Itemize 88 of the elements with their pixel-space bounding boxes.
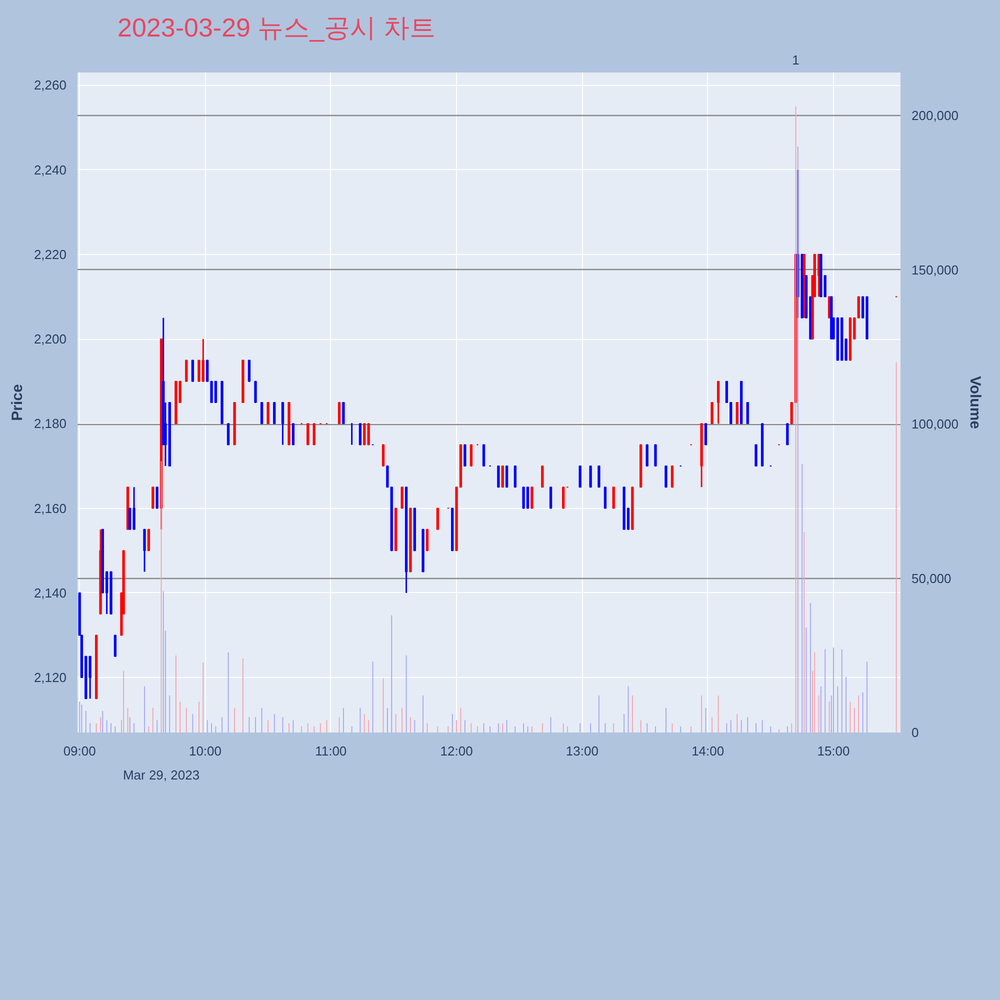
candlestick [716, 380, 720, 424]
y2-axis-title: Volume [966, 376, 984, 430]
candlestick [312, 423, 316, 446]
candlestick [549, 486, 552, 509]
candlestick [501, 465, 504, 488]
x-tick-label: 10:00 [188, 744, 222, 758]
candlestick [497, 465, 500, 488]
x-tick-label: 15:00 [817, 744, 850, 758]
candlestick [464, 444, 466, 466]
candlestick [436, 508, 440, 530]
candlestick [598, 465, 600, 488]
candlestick [147, 528, 150, 552]
candlestick [612, 486, 615, 509]
candlestick [342, 402, 345, 424]
candlestick [646, 444, 648, 466]
candlestick [114, 634, 117, 657]
candlestick [156, 486, 158, 509]
candlestick [266, 402, 270, 424]
candlestick [132, 486, 136, 530]
candlestick [128, 508, 132, 530]
candlestick [273, 402, 276, 424]
candlestick [541, 465, 544, 488]
candlestick [202, 338, 204, 382]
y2-tick-label: 100,000 [912, 416, 958, 432]
candlestick [470, 444, 473, 466]
candlestick [505, 465, 508, 488]
candlestick [526, 486, 530, 509]
candlestick [306, 423, 310, 446]
x-tick-label: 12:00 [440, 744, 473, 758]
candlestick [152, 486, 154, 509]
x-tick-label: 13:00 [566, 744, 598, 758]
candlestick [522, 486, 525, 509]
candlestick [254, 380, 257, 403]
candlestick [363, 423, 366, 446]
text: Mar 29, 2023 [122, 768, 200, 782]
candlestick [338, 402, 341, 424]
candlestick [802, 254, 806, 319]
candlestick [358, 423, 362, 446]
candlestick [604, 486, 607, 509]
x-tick-label: 11:00 [315, 744, 347, 758]
candlestick [198, 360, 200, 382]
candlestick [191, 360, 194, 382]
candlestick [382, 444, 385, 466]
candlestick [214, 380, 218, 403]
y-tick-label: 2,220 [34, 246, 67, 262]
candlestick [704, 423, 708, 446]
candlestick [482, 444, 486, 466]
candlestick [400, 486, 404, 509]
y2-tick-label: 150,000 [912, 262, 958, 278]
candlestick [578, 465, 582, 488]
candlestick [514, 465, 517, 488]
y2-tick-label: 50,000 [912, 570, 952, 586]
y-axis-title: Price [8, 384, 26, 421]
candlestick [292, 423, 295, 446]
y2-tick-label: 0 [912, 725, 919, 740]
y-tick-label: 2,180 [34, 416, 67, 432]
candlestick [664, 465, 668, 488]
candlestick [828, 296, 831, 318]
candlestick [426, 528, 429, 552]
x-tick-label: 09:00 [63, 744, 96, 758]
y2-tick-label: 200,000 [912, 108, 958, 124]
y-tick-label: 2,240 [34, 162, 67, 178]
candlestick [670, 465, 674, 488]
y-tick-label: 2,120 [34, 670, 67, 685]
candlestick [281, 402, 284, 446]
chart-title: 2023-03-29 뉴스_공시 차트 [118, 12, 436, 42]
candlestick [654, 444, 657, 466]
candlestick [185, 360, 188, 382]
candlestick [786, 423, 789, 446]
candlestick [248, 360, 251, 382]
candlestick [754, 444, 758, 466]
candlestick [226, 423, 230, 446]
y-tick-label: 2,160 [34, 500, 67, 516]
text: 1 [792, 52, 800, 68]
candlestick [143, 528, 146, 572]
candlestick [736, 402, 738, 424]
candlestick [367, 423, 370, 446]
candlestick [88, 656, 92, 700]
candlestick [746, 402, 749, 424]
candlestick [589, 465, 592, 488]
candlestick [710, 402, 714, 424]
candlestick [530, 486, 534, 509]
y-tick-label: 2,260 [34, 78, 67, 93]
x-tick-label: 14:00 [692, 744, 724, 758]
y-tick-label: 2,200 [34, 332, 67, 347]
candlestick [260, 402, 264, 424]
y-tick-label: 2,140 [34, 585, 67, 600]
candlestick [562, 486, 565, 509]
